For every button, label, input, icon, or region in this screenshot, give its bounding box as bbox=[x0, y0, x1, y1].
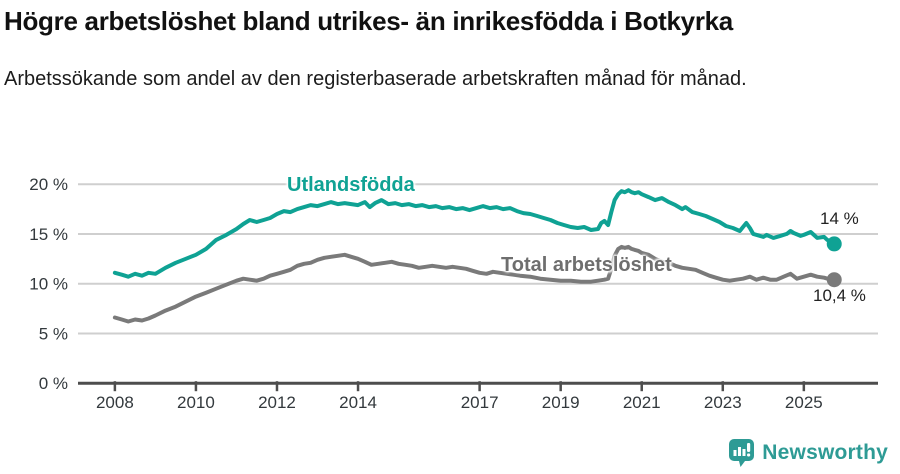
x-tick-label: 2012 bbox=[258, 393, 296, 412]
y-tick-label: 15 % bbox=[29, 225, 68, 244]
end-value-label-total-arbetsloshet: 10,4 % bbox=[813, 286, 866, 305]
x-tick-label: 2019 bbox=[542, 393, 580, 412]
series-line-total-arbetsloshet bbox=[112, 244, 837, 324]
series-end-dot-total-arbetsloshet bbox=[826, 272, 842, 288]
x-tick-label: 2017 bbox=[461, 393, 499, 412]
x-tick-label: 2008 bbox=[96, 393, 134, 412]
series-end-dot-utlandsfodda bbox=[826, 236, 842, 252]
series-label-total-arbetsloshet: Total arbetslöshet bbox=[501, 254, 672, 276]
newsworthy-logo[interactable]: Newsworthy bbox=[728, 438, 888, 468]
y-tick-label: 0 % bbox=[39, 374, 68, 393]
x-tick-label: 2014 bbox=[339, 393, 377, 412]
x-tick-label: 2025 bbox=[785, 393, 823, 412]
newsworthy-bars-icon bbox=[728, 438, 755, 468]
series-label-utlandsfodda: Utlandsfödda bbox=[287, 174, 415, 196]
x-tick-label: 2010 bbox=[177, 393, 215, 412]
y-tick-label: 20 % bbox=[29, 175, 68, 194]
end-value-label-utlandsfodda: 14 % bbox=[820, 209, 859, 228]
y-tick-label: 10 % bbox=[29, 275, 68, 294]
unemployment-line-chart: 0 % 5 % 10 % 15 % 20 % 2008 2010 2012 2014 2017 20… bbox=[29, 175, 878, 412]
series-line-utlandsfodda bbox=[112, 188, 837, 279]
chart-title: Högre arbetslöshet bland utrikes- än inr… bbox=[4, 6, 733, 36]
x-tick-label: 2023 bbox=[704, 393, 742, 412]
x-tick-label: 2021 bbox=[623, 393, 661, 412]
y-tick-label: 5 % bbox=[39, 324, 68, 343]
newsworthy-brand-text: Newsworthy bbox=[762, 441, 888, 464]
chart-subtitle: Arbetssökande som andel av den registerb… bbox=[4, 68, 747, 90]
